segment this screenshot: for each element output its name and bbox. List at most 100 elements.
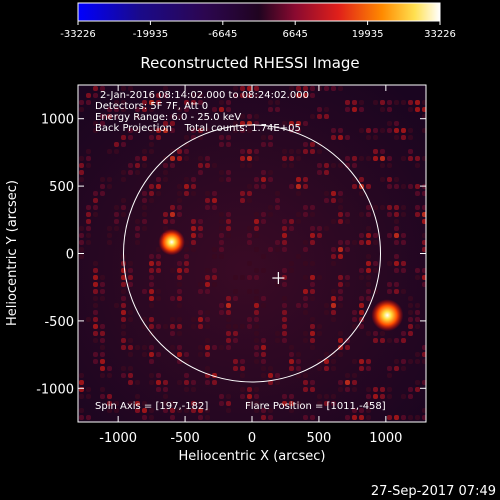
pattern-cell [338, 240, 343, 245]
pattern-cell [303, 331, 308, 336]
pattern-cell [219, 310, 224, 315]
pattern-cell [401, 359, 406, 364]
pattern-cell [114, 100, 119, 105]
pattern-cell [100, 387, 105, 392]
pattern-cell [268, 366, 273, 371]
pattern-cell [345, 212, 350, 217]
pattern-cell [79, 380, 84, 385]
pattern-cell [86, 233, 91, 238]
pattern-cell [247, 275, 252, 280]
pattern-cell [93, 310, 98, 315]
pattern-cell [93, 352, 98, 357]
pattern-cell [254, 184, 259, 189]
pattern-cell [422, 156, 426, 161]
pattern-cell [282, 401, 287, 406]
pattern-cell [177, 205, 182, 210]
pattern-cell [394, 359, 399, 364]
pattern-cell [135, 156, 140, 161]
pattern-cell [184, 387, 189, 392]
pattern-cell [128, 268, 133, 273]
pattern-cell [205, 415, 210, 420]
pattern-cell [240, 114, 245, 119]
pattern-cell [338, 331, 343, 336]
pattern-cell [247, 422, 252, 427]
pattern-cell [135, 128, 140, 133]
pattern-cell [317, 401, 322, 406]
pattern-cell [408, 359, 413, 364]
pattern-cell [100, 177, 105, 182]
pattern-cell [135, 345, 140, 350]
pattern-cell [408, 156, 413, 161]
pattern-cell [184, 149, 189, 154]
pattern-cell [415, 359, 420, 364]
pattern-cell [107, 114, 112, 119]
pattern-cell [338, 191, 343, 196]
pattern-cell [233, 359, 238, 364]
pattern-cell [324, 352, 329, 357]
pattern-cell [359, 233, 364, 238]
pattern-cell [233, 121, 238, 126]
pattern-cell [324, 114, 329, 119]
pattern-cell [296, 177, 301, 182]
pattern-cell [240, 275, 245, 280]
pattern-cell [401, 268, 406, 273]
pattern-cell [93, 93, 98, 98]
pattern-cell [156, 296, 161, 301]
pattern-cell [212, 282, 217, 287]
pattern-cell [303, 422, 308, 427]
pattern-cell [184, 373, 189, 378]
pattern-cell [121, 296, 126, 301]
pattern-cell [317, 149, 322, 154]
pattern-cell [317, 422, 322, 427]
pattern-cell [289, 86, 294, 91]
pattern-cell [254, 177, 259, 182]
pattern-cell [93, 282, 98, 287]
pattern-cell [387, 233, 392, 238]
pattern-cell [114, 422, 119, 427]
pattern-cell [135, 401, 140, 406]
pattern-cell [226, 408, 231, 413]
pattern-cell [296, 149, 301, 154]
pattern-cell [324, 163, 329, 168]
pattern-cell [261, 135, 266, 140]
pattern-cell [135, 170, 140, 175]
pattern-cell [114, 303, 119, 308]
pattern-cell [191, 226, 196, 231]
pattern-cell [226, 394, 231, 399]
pattern-cell [163, 219, 168, 224]
pattern-cell [359, 408, 364, 413]
pattern-cell [107, 177, 112, 182]
pattern-cell [338, 205, 343, 210]
pattern-cell [142, 317, 147, 322]
pattern-cell [261, 268, 266, 273]
pattern-cell [366, 275, 371, 280]
pattern-cell [380, 387, 385, 392]
pattern-cell [310, 387, 315, 392]
pattern-cell [121, 373, 126, 378]
pattern-cell [331, 163, 336, 168]
pattern-cell [289, 345, 294, 350]
pattern-cell [331, 366, 336, 371]
x-tick-label: -1000 [99, 431, 137, 446]
pattern-cell [156, 184, 161, 189]
pattern-cell [331, 198, 336, 203]
pattern-cell [289, 408, 294, 413]
pattern-cell [401, 261, 406, 266]
pattern-cell [422, 114, 426, 119]
pattern-cell [184, 191, 189, 196]
pattern-cell [149, 380, 154, 385]
pattern-cell [79, 170, 84, 175]
pattern-cell [359, 366, 364, 371]
pattern-cell [345, 275, 350, 280]
pattern-cell [184, 177, 189, 182]
pattern-cell [303, 205, 308, 210]
pattern-cell [282, 121, 287, 126]
pattern-cell [142, 212, 147, 217]
pattern-cell [212, 205, 217, 210]
pattern-cell [219, 303, 224, 308]
pattern-cell [380, 163, 385, 168]
pattern-cell [310, 380, 315, 385]
pattern-cell [408, 331, 413, 336]
pattern-cell [205, 205, 210, 210]
pattern-cell [310, 226, 315, 231]
